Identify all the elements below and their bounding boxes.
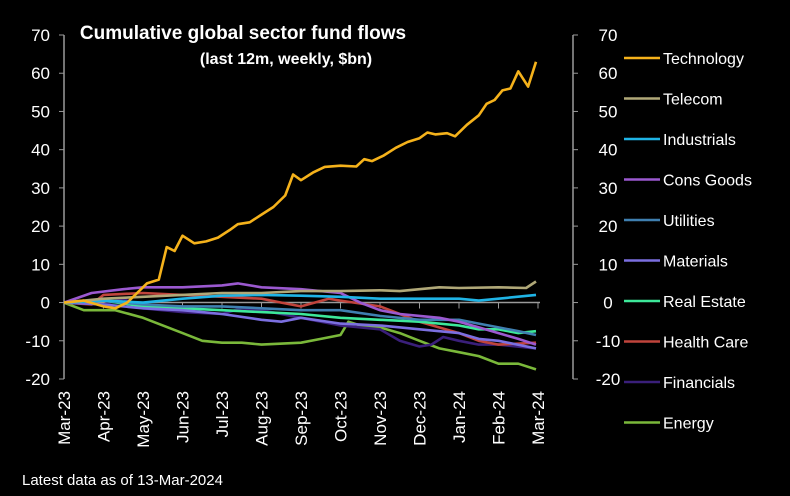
y-tick-label: 10 xyxy=(31,255,50,274)
chart-subtitle: (last 12m, weekly, $bn) xyxy=(200,51,372,68)
y-tick-label-right: 30 xyxy=(599,179,618,198)
x-tick-label: Jul-23 xyxy=(213,391,232,437)
y-tick-label: 20 xyxy=(31,217,50,236)
series-line-telecom xyxy=(63,280,537,304)
y-tick-label-right: 60 xyxy=(599,64,618,83)
y-tick-label: 0 xyxy=(41,294,50,313)
y-tick-label-right: 0 xyxy=(603,294,612,313)
legend-label-financials: Financials xyxy=(663,375,735,392)
legend-label-real-estate: Real Estate xyxy=(663,294,746,311)
footnote: Latest data as of 13-Mar-2024 xyxy=(22,472,223,489)
x-tick-label: Sep-23 xyxy=(292,391,311,446)
x-tick-label: Oct-23 xyxy=(332,391,351,442)
y-tick-label-right: 70 xyxy=(599,26,618,45)
series-line-real-estate xyxy=(63,299,537,335)
x-tick-label: Aug-23 xyxy=(253,391,272,446)
y-tick-label-right: 10 xyxy=(599,255,618,274)
legend-label-materials: Materials xyxy=(663,254,728,271)
series-line-energy xyxy=(63,301,537,371)
series-line-utilities xyxy=(63,299,537,337)
x-tick-label: Dec-23 xyxy=(411,391,430,446)
legend-label-cons-goods: Cons Goods xyxy=(663,173,752,190)
y-tick-label-right: 20 xyxy=(599,217,618,236)
y-tick-label: 70 xyxy=(31,26,50,45)
y-tick-label: 50 xyxy=(31,102,50,121)
legend-label-technology: Technology xyxy=(663,51,744,68)
y-tick-label: -20 xyxy=(25,370,50,389)
x-tick-label: Mar-23 xyxy=(55,391,74,445)
legend-label-industrials: Industrials xyxy=(663,132,736,149)
legend-label-utilities: Utilities xyxy=(663,213,715,230)
legend-label-energy: Energy xyxy=(663,416,714,433)
y-tick-label: 30 xyxy=(31,179,50,198)
legend-label-telecom: Telecom xyxy=(663,92,723,109)
series-line-materials xyxy=(63,301,537,350)
x-tick-label: Jun-23 xyxy=(174,391,193,443)
chart-title: Cumulative global sector fund flows xyxy=(80,23,406,44)
y-tick-label-right: 50 xyxy=(599,102,618,121)
y-tick-label: 40 xyxy=(31,141,50,160)
series-line-industrials xyxy=(63,293,537,304)
y-tick-label-right: -10 xyxy=(596,332,621,351)
x-tick-label: Mar-24 xyxy=(529,391,548,445)
x-tick-label: Jan-24 xyxy=(450,391,469,443)
x-tick-label: Nov-23 xyxy=(371,391,390,446)
y-tick-label-right: 40 xyxy=(599,141,618,160)
x-tick-label: May-23 xyxy=(134,391,153,448)
x-tick-label: Feb-24 xyxy=(490,391,509,445)
y-tick-label: -10 xyxy=(25,332,50,351)
x-tick-label: Apr-23 xyxy=(95,391,114,442)
y-tick-label-right: -20 xyxy=(596,370,621,389)
series-line-technology xyxy=(63,61,538,310)
y-tick-label: 60 xyxy=(31,64,50,83)
legend-label-health-care: Health Care xyxy=(663,335,748,352)
